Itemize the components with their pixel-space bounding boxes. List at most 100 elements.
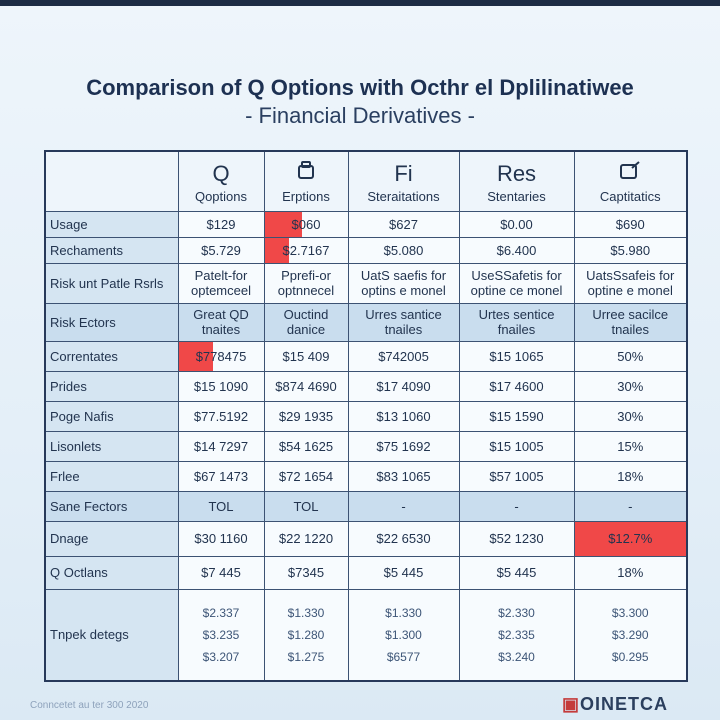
cell-text: $57 1005: [489, 468, 544, 484]
table-row: Sane Fectors TOL TOL - - -: [44, 490, 688, 522]
column-icon: [269, 159, 344, 189]
cell-text: $5 445: [383, 565, 424, 580]
table-row: Poge Nafis $77.5192 $29 1935 $13 1060 $15 15…: [44, 400, 688, 432]
table-cell: $22 6530: [347, 520, 460, 557]
cell-text: $5 445: [496, 565, 537, 580]
table-cell: 30%: [573, 400, 688, 432]
table-cell: $7 445: [177, 555, 265, 590]
table-row: Rechaments $5.729 $2.7167 $5.080 $6.400 $5.98…: [44, 236, 688, 264]
table-cell: $2.7167: [263, 236, 349, 264]
table-cell: -: [347, 490, 460, 522]
table-cell: $1.330 $1.300 $6577: [347, 588, 460, 682]
table-cell: Urtes sentice fnailes: [458, 302, 575, 342]
cell-text: $690: [615, 216, 645, 232]
table-row: Dnage $30 1160 $22 1220 $22 6530 $52 1230 $12…: [44, 520, 688, 557]
cell-text: $0.00: [500, 216, 533, 232]
cell-text: $778475: [195, 348, 247, 364]
cell-highlight: [265, 238, 290, 262]
cell-text: -: [401, 498, 406, 514]
cell-text: Ouctind danice: [283, 307, 329, 337]
cell-text: $83 1065: [376, 468, 431, 484]
table-row: Q Octlans $7 445 $7345 $5 445 $5 445 18%: [44, 555, 688, 590]
cell-text: Urres santice tnailes: [365, 307, 442, 337]
cell-line: $1.330: [287, 605, 325, 620]
cell-text: $2.7167: [282, 242, 330, 258]
table-row: Tnpek detegs $2.337 $3.235 $3.207 $1.330 $1.2…: [44, 588, 688, 682]
column-header: Captitatics: [573, 150, 688, 212]
cell-line: $1.275: [287, 649, 325, 664]
row-label-text: Prides: [50, 378, 87, 394]
table-row: Usage $129 $060 $627 $0.00 $690: [44, 210, 688, 238]
table-cell: TOL: [177, 490, 265, 522]
cell-text: -: [628, 498, 633, 514]
cell-text: $15 409: [282, 348, 330, 364]
table-row: Risk unt Patle Rsrls Patelt-for optemceel…: [44, 262, 688, 304]
table-cell: 18%: [573, 460, 688, 492]
row-label: Poge Nafis: [44, 400, 179, 432]
column-symbol: Res: [496, 160, 537, 186]
table-cell: $77.5192: [177, 400, 265, 432]
table-cell: $14 7297: [177, 430, 265, 462]
cell-text: 15%: [617, 438, 644, 454]
row-label-text: Poge Nafis: [50, 408, 114, 424]
table-cell: $2.337 $3.235 $3.207: [177, 588, 265, 682]
table-cell: Urree sacilce tnailes: [573, 302, 688, 342]
table-cell: $627: [347, 210, 460, 238]
comparison-table: Q Qoptions Erptions Fi Steraitations Res Stent…: [44, 150, 688, 682]
table-cell: $778475: [177, 340, 265, 372]
table-cell: $15 1065: [458, 340, 575, 372]
cell-text: $77.5192: [193, 408, 249, 424]
cell-text: 30%: [617, 378, 644, 394]
row-label: Frlee: [44, 460, 179, 492]
cell-line: $1.300: [385, 627, 422, 642]
cell-text: $72 1654: [278, 468, 334, 484]
cell-text: $7345: [287, 565, 325, 580]
table-cell: $5.980: [573, 236, 688, 264]
table-cell: Patelt-for optemceel: [177, 262, 265, 304]
row-label-text: Rechaments: [50, 242, 123, 258]
row-label: Risk Ectors: [44, 302, 179, 342]
row-label: Lisonlets: [44, 430, 179, 462]
cell-text: $15 1005: [489, 438, 544, 454]
row-label-text: Tnpek detegs: [50, 627, 129, 643]
row-label-text: Sane Fectors: [50, 498, 128, 514]
row-label: Dnage: [44, 520, 179, 557]
table-cell: $874 4690: [263, 370, 349, 402]
cell-text: $54 1625: [278, 438, 334, 454]
table-cell: $67 1473: [177, 460, 265, 492]
table-cell: $30 1160: [177, 520, 265, 557]
column-label: Captitatics: [599, 188, 661, 204]
footer-note: Conncetet au ter 300 2020: [30, 700, 149, 711]
row-label-text: Lisonlets: [50, 438, 102, 454]
table-cell: 30%: [573, 370, 688, 402]
column-label: Stentaries: [487, 188, 546, 204]
cell-line: $2.335: [498, 627, 535, 642]
cell-text: $15 1090: [193, 378, 249, 394]
table-cell: $742005: [347, 340, 460, 372]
cell-line: $1.280: [287, 627, 325, 642]
row-label: Prides: [44, 370, 179, 402]
table-cell: $6.400: [458, 236, 575, 264]
table-cell: UseSSafetis for optine ce monel: [458, 262, 575, 304]
cell-text: $67 1473: [193, 468, 249, 484]
cell-line: $1.330: [385, 605, 422, 620]
table-row: Prides $15 1090 $874 4690 $17 4090 $17 4600 3…: [44, 370, 688, 402]
logo-text: OINETCA: [580, 694, 669, 714]
cell-line: $6577: [386, 649, 421, 664]
table-cell: Ouctind danice: [263, 302, 349, 342]
table-cell: $1.330 $1.280 $1.275: [263, 588, 349, 682]
table-cell: $15 1590: [458, 400, 575, 432]
column-label: Erptions: [282, 188, 330, 204]
cell-text: $15 1065: [489, 348, 544, 364]
column-icon: [579, 159, 683, 189]
column-label: Qoptions: [194, 188, 248, 204]
cell-text: $29 1935: [278, 408, 334, 424]
row-label: Usage: [44, 210, 179, 238]
table-cell: $0.00: [458, 210, 575, 238]
table-cell: $15 1090: [177, 370, 265, 402]
table-cell: Great QD tnaites: [177, 302, 265, 342]
row-label-text: Risk Ectors: [50, 314, 116, 330]
table-row: Lisonlets $14 7297 $54 1625 $75 1692 $15 100…: [44, 430, 688, 462]
cell-text: 30%: [617, 408, 644, 424]
table-cell: $57 1005: [458, 460, 575, 492]
